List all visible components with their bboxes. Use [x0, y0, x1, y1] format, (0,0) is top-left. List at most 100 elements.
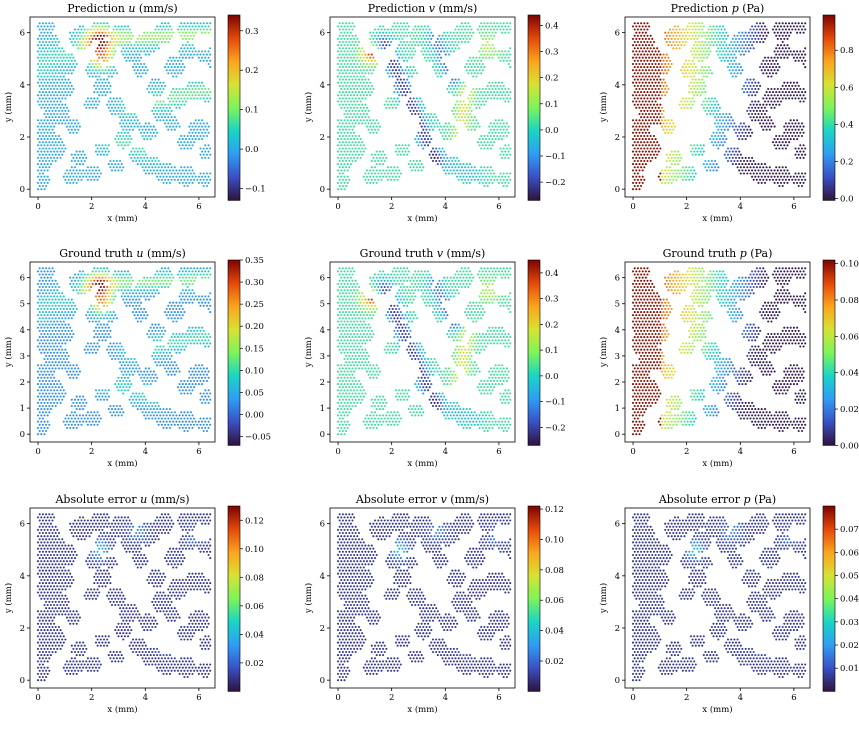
- scatter-point: [656, 79, 658, 81]
- scatter-point: [61, 54, 63, 56]
- scatter-point: [464, 28, 466, 30]
- scatter-point: [51, 405, 53, 407]
- scatter-point: [53, 138, 55, 140]
- scatter-point: [674, 163, 676, 165]
- scatter-point: [429, 28, 431, 30]
- scatter-point: [382, 151, 384, 153]
- scatter-point: [127, 50, 129, 52]
- scatter-point: [454, 79, 456, 81]
- scatter-point: [79, 169, 81, 171]
- scatter-point: [158, 160, 160, 162]
- scatter-point: [337, 50, 339, 52]
- scatter-point: [185, 44, 187, 46]
- scatter-point: [435, 122, 437, 124]
- scatter-point: [794, 129, 796, 131]
- scatter-point: [68, 110, 70, 112]
- scatter-point: [799, 182, 801, 184]
- scatter-point: [191, 88, 193, 90]
- scatter-point: [162, 427, 164, 429]
- x-tick-label: 4: [738, 202, 743, 212]
- scatter-point: [653, 110, 655, 112]
- scatter-point: [348, 179, 350, 181]
- scatter-point: [637, 135, 639, 137]
- scatter-point: [392, 38, 394, 40]
- scatter-point: [783, 169, 785, 171]
- scatter-point: [790, 126, 792, 128]
- scatter-point: [121, 32, 123, 34]
- scatter-point: [199, 97, 201, 99]
- scatter-point: [374, 129, 376, 131]
- scatter-point: [716, 144, 718, 146]
- scatter-point: [445, 135, 447, 137]
- scatter-point: [679, 160, 681, 162]
- scatter-point: [646, 79, 648, 81]
- scatter-point: [50, 75, 52, 77]
- scatter-point: [475, 57, 477, 59]
- scatter-point: [47, 100, 49, 102]
- scatter-point: [361, 47, 363, 49]
- scatter-point: [635, 50, 637, 52]
- scatter-point: [201, 82, 203, 84]
- scatter-point: [737, 129, 739, 131]
- scatter-point: [696, 94, 698, 96]
- scatter-point: [706, 57, 708, 59]
- scatter-point: [77, 179, 79, 181]
- scatter-point: [425, 60, 427, 62]
- scatter-point: [95, 50, 97, 52]
- scatter-point: [72, 69, 74, 71]
- scatter-point: [711, 166, 713, 168]
- scatter-point: [793, 82, 795, 84]
- scatter-point: [791, 122, 793, 124]
- scatter-point: [132, 147, 134, 149]
- scatter-point: [804, 47, 806, 49]
- scatter-point: [351, 122, 353, 124]
- scatter-point: [340, 138, 342, 140]
- y-tick-label: 0: [320, 185, 325, 195]
- scatter-point: [638, 157, 640, 159]
- scatter-point: [464, 116, 466, 118]
- scatter-point: [635, 169, 637, 171]
- scatter-point: [343, 69, 345, 71]
- scatter-point: [40, 138, 42, 140]
- colorbar-tick-label: 0.2: [840, 157, 854, 167]
- scatter-point: [138, 47, 140, 49]
- scatter-point: [637, 166, 639, 168]
- scatter-point: [109, 66, 111, 68]
- scatter-point: [193, 172, 195, 174]
- scatter-point: [356, 94, 358, 96]
- scatter-point: [503, 179, 505, 181]
- scatter-point: [638, 188, 640, 190]
- scatter-point: [453, 44, 455, 46]
- scatter-point: [645, 63, 647, 65]
- scatter-point: [111, 50, 113, 52]
- scatter-point: [169, 57, 171, 59]
- scatter-point: [471, 166, 473, 168]
- scatter-point: [685, 97, 687, 99]
- scatter-point: [134, 50, 136, 52]
- scatter-point: [69, 94, 71, 96]
- scatter-point: [655, 119, 657, 121]
- scatter-point: [700, 25, 702, 27]
- scatter-point: [501, 57, 503, 59]
- scatter-point: [648, 82, 650, 84]
- scatter-point: [503, 22, 505, 24]
- scatter-point: [491, 126, 493, 128]
- scatter-point: [637, 41, 639, 43]
- scatter-point: [42, 166, 44, 168]
- scatter-point: [372, 38, 374, 40]
- scatter-point: [97, 97, 99, 99]
- scatter-point: [413, 72, 415, 74]
- scatter-point: [462, 182, 464, 184]
- scatter-point: [208, 151, 210, 153]
- scatter-point: [429, 41, 431, 43]
- scatter-point: [406, 72, 408, 74]
- scatter-point: [499, 60, 501, 62]
- scatter-point: [127, 126, 129, 128]
- scatter-point: [408, 25, 410, 27]
- scatter-point: [55, 66, 57, 68]
- scatter-point: [488, 25, 490, 27]
- scatter-point: [206, 22, 208, 24]
- scatter-point: [351, 104, 353, 106]
- scatter-point: [645, 94, 647, 96]
- scatter-point: [456, 113, 458, 115]
